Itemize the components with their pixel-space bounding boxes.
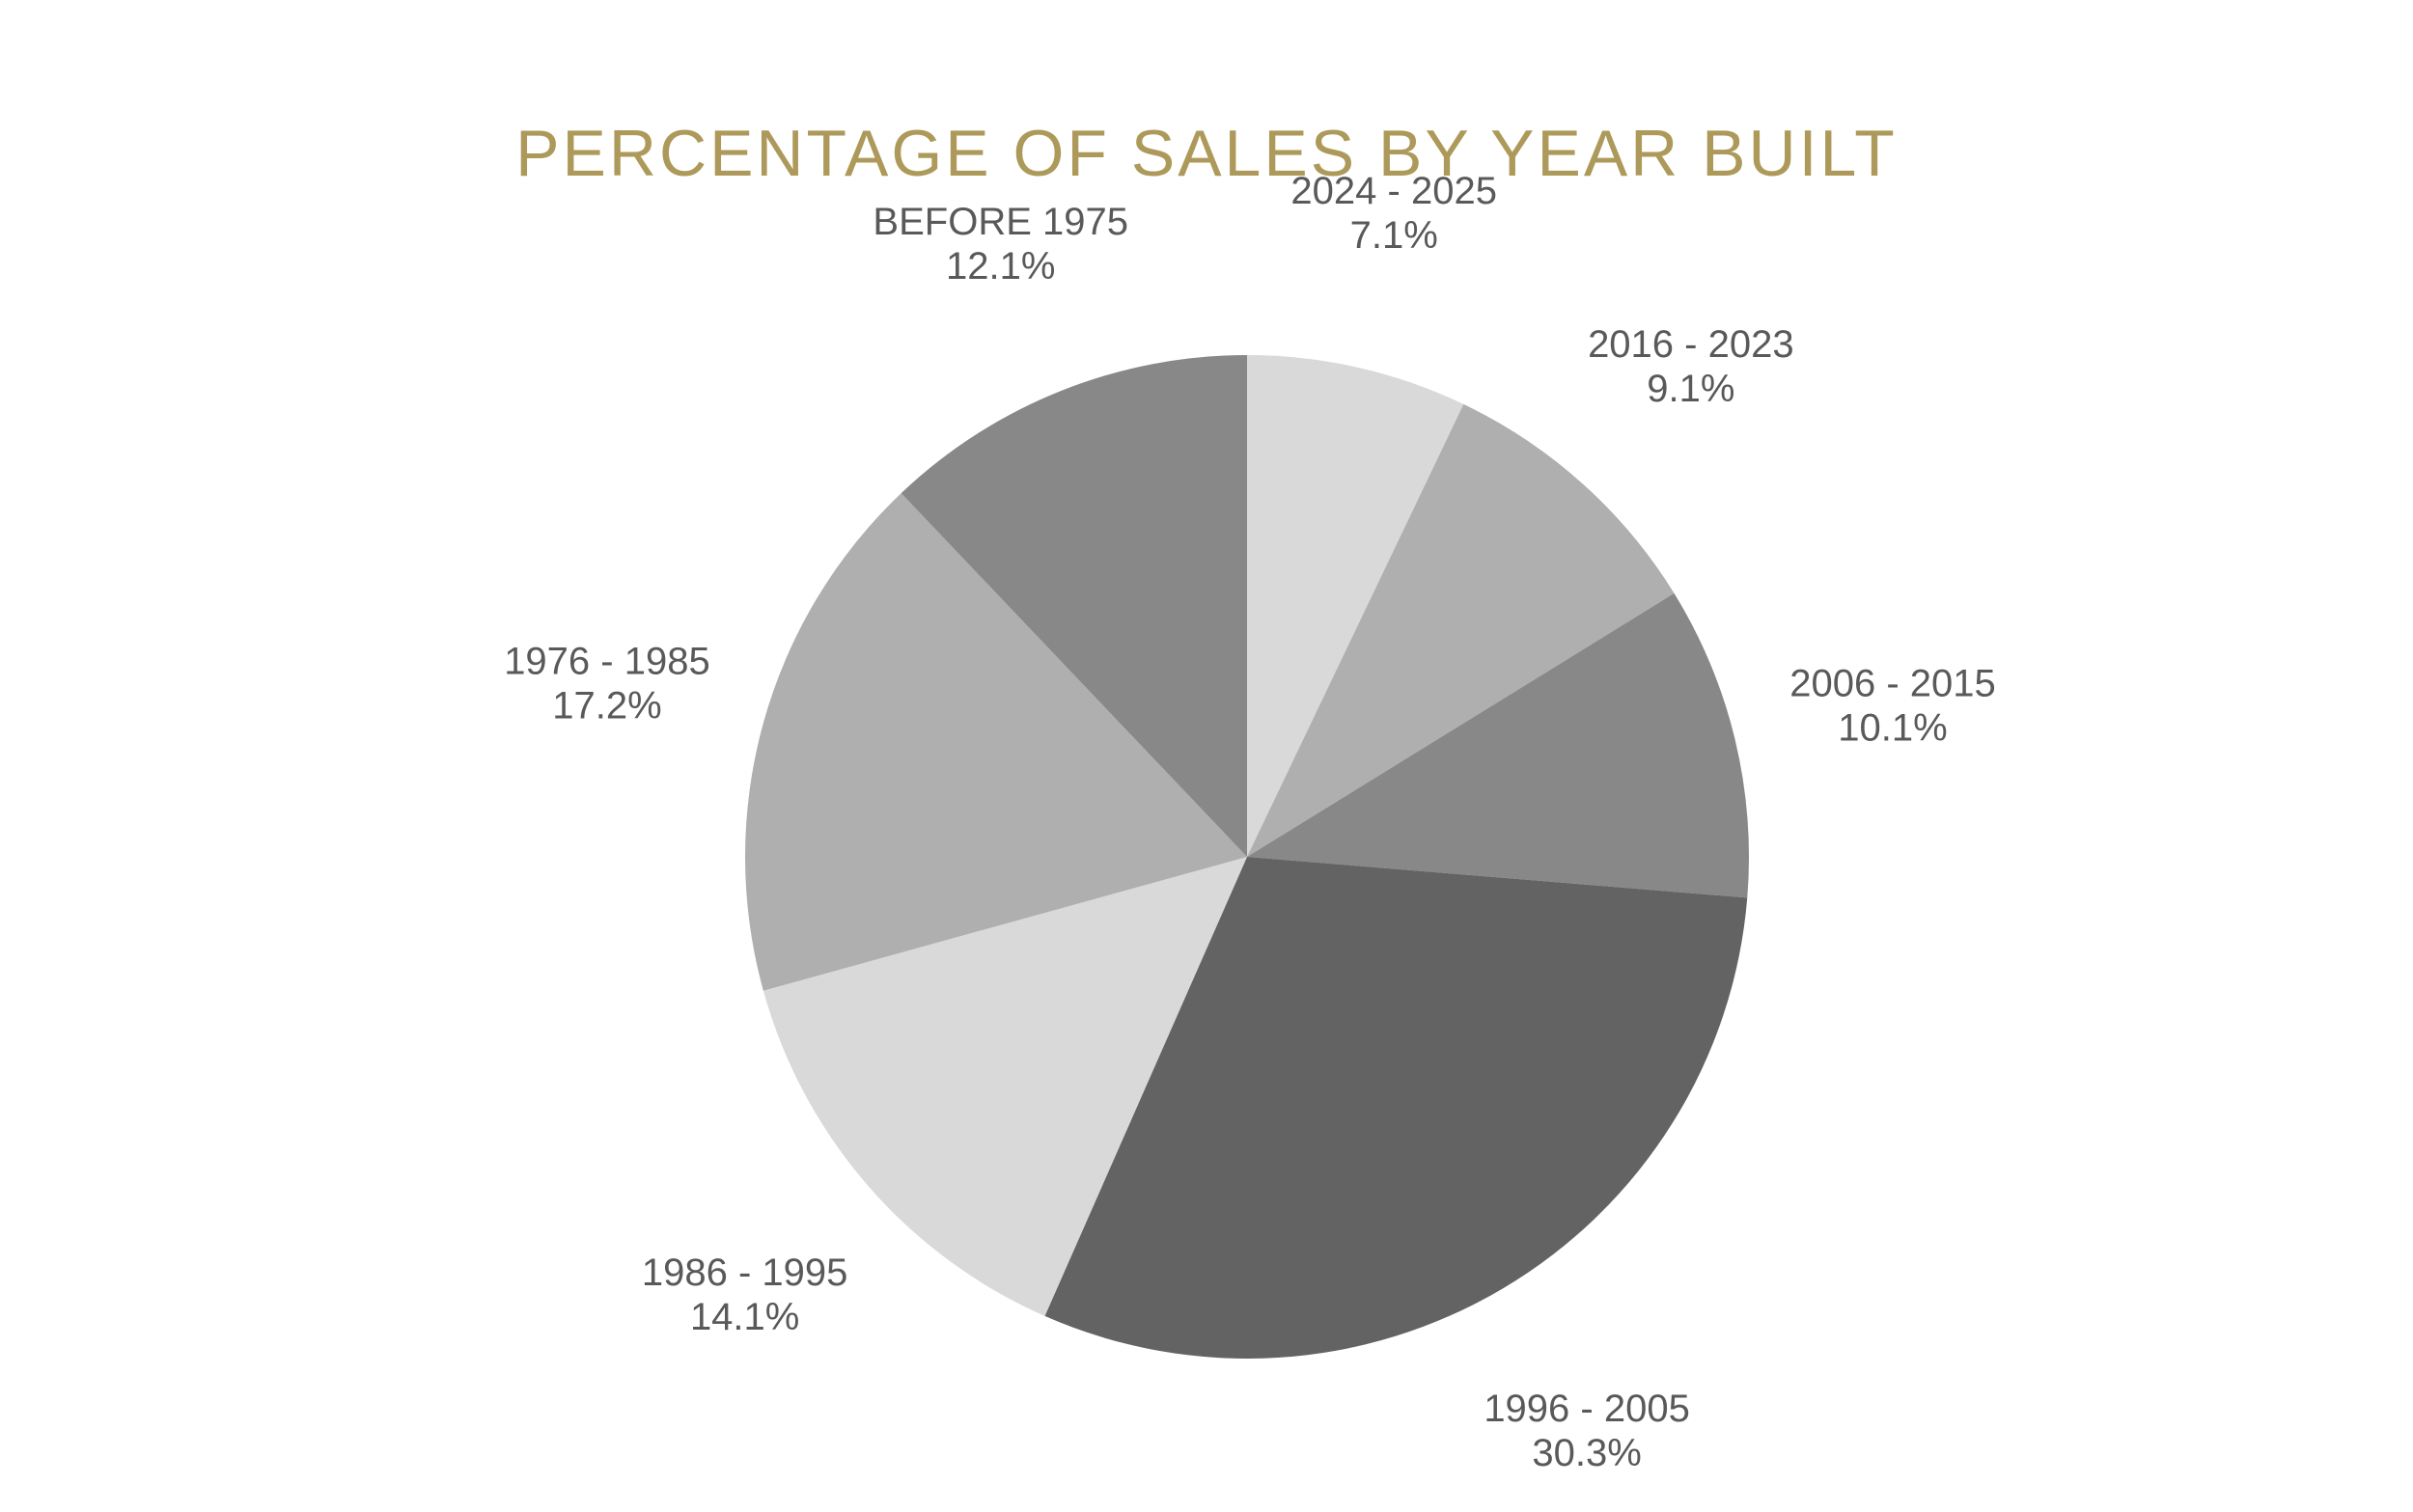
slice-value-label: 9.1% (1647, 368, 1734, 410)
slice-category-label: 1976 - 1985 (504, 640, 710, 682)
pie-slice-1986-1995 (763, 857, 1247, 1316)
chart-title: PERCENTAGE OF SALES BY YEAR BUILT (515, 117, 1898, 190)
pie-slices (745, 355, 1749, 1359)
slice-category-label: 1986 - 1995 (642, 1251, 848, 1294)
pie-slice-2016-2023 (1247, 403, 1675, 857)
slice-category-label: 1996 - 2005 (1484, 1388, 1690, 1430)
pie-slice-1996-2005 (1044, 857, 1748, 1359)
slice-value-label: 17.2% (552, 684, 661, 727)
slice-value-label: 12.1% (946, 245, 1055, 288)
slice-value-label: 7.1% (1350, 214, 1438, 257)
slice-value-label: 10.1% (1838, 706, 1947, 749)
slice-category-label: 2024 - 2025 (1290, 170, 1497, 212)
pie-slice-before-1975 (901, 355, 1247, 857)
slice-value-label: 14.1% (690, 1296, 799, 1338)
pie-slice-2006-2015 (1247, 592, 1749, 898)
pie-slice-2024-2025 (1247, 355, 1464, 857)
pie-slice-1976-1985 (745, 493, 1247, 991)
slice-category-label: 2016 - 2023 (1588, 323, 1794, 366)
slice-category-label: 2006 - 2015 (1789, 662, 1996, 704)
slice-category-label: BEFORE 1975 (873, 201, 1128, 243)
slice-value-label: 30.3% (1532, 1432, 1641, 1474)
